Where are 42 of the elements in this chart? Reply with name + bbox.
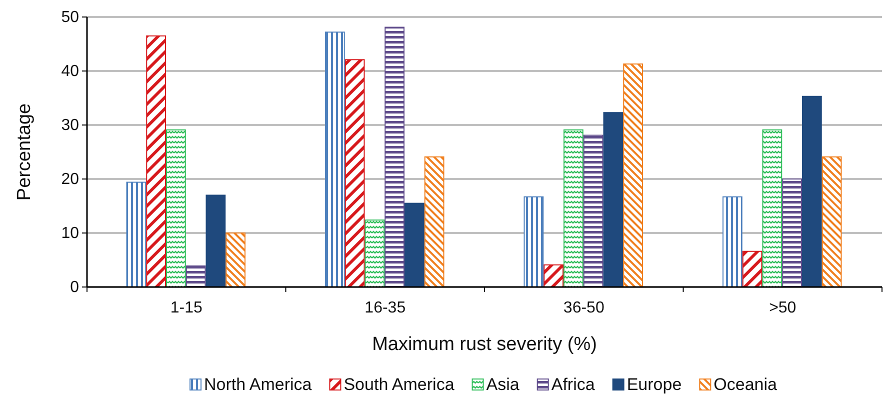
bar (186, 265, 206, 288)
y-tick-label: 30 (61, 117, 80, 134)
bar (424, 156, 444, 288)
bar (166, 129, 186, 288)
y-tick-label: 0 (70, 279, 80, 296)
bar (623, 63, 643, 288)
x-tick-label: 1-15 (170, 299, 202, 316)
y-tick-label: 10 (61, 225, 80, 242)
bar (564, 129, 584, 288)
bar (762, 129, 782, 288)
bar (384, 26, 404, 288)
bar (722, 196, 742, 288)
bar (603, 112, 624, 288)
bar (822, 156, 842, 288)
bar (364, 220, 385, 288)
bar (126, 182, 146, 288)
bar (344, 59, 365, 288)
legend-label: South America (344, 375, 455, 394)
legend-label: Africa (551, 375, 596, 394)
bar (742, 250, 762, 288)
x-axis-title: Maximum rust severity (%) (372, 334, 597, 355)
y-tick-label: 50 (61, 9, 80, 26)
legend-label: Asia (486, 375, 520, 394)
bar (404, 202, 424, 288)
legend-label: North America (204, 375, 312, 394)
y-tick-label: 40 (61, 63, 80, 80)
x-tick-label: 16-35 (364, 299, 406, 316)
y-tick-label: 20 (61, 171, 80, 188)
bar (782, 178, 802, 288)
bar (524, 196, 544, 288)
y-axis-title: Percentage (14, 103, 35, 201)
bar (802, 96, 822, 288)
legend-label: Oceania (714, 375, 778, 394)
bar (325, 32, 345, 288)
bar (583, 134, 604, 288)
bar (146, 35, 166, 288)
x-tick-label: 36-50 (563, 299, 604, 316)
bar (226, 232, 246, 288)
x-tick-label: >50 (769, 299, 796, 316)
legend-label: Europe (626, 375, 682, 394)
bar (206, 194, 226, 288)
bar (544, 264, 564, 288)
